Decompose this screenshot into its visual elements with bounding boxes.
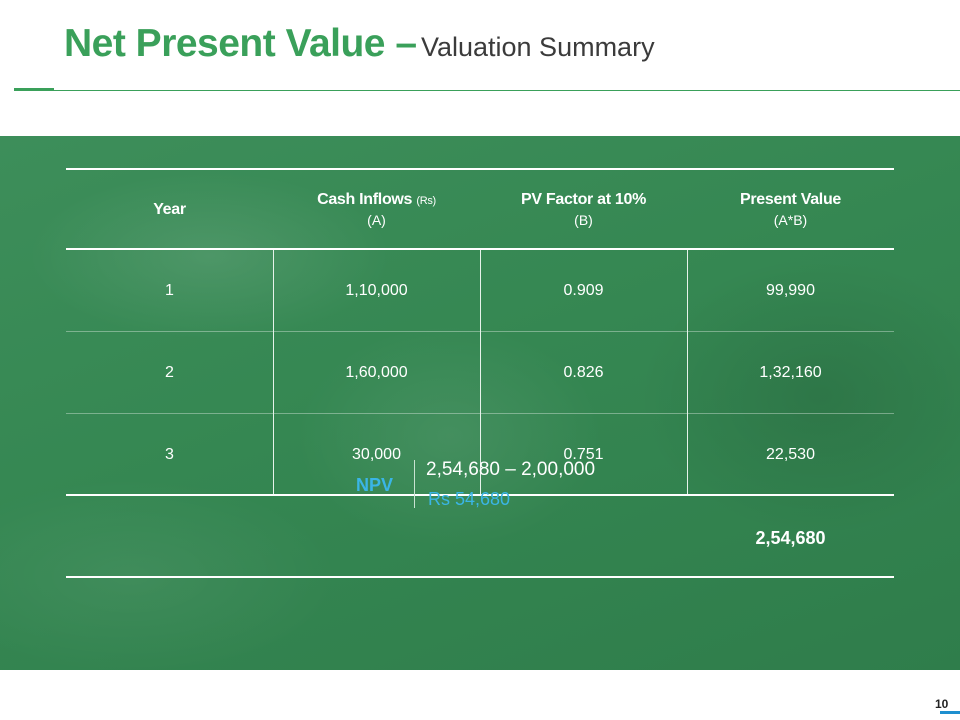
header-bottom-rule <box>66 248 894 250</box>
cell-pv-factor: 0.751 <box>563 446 604 463</box>
header-label: Cash Inflows <box>317 191 413 208</box>
total-bottom-rule <box>66 576 894 578</box>
header-label: Present Value <box>739 191 842 208</box>
content-panel: Year Cash Inflows (Rs) (A) PV Factor at … <box>0 136 960 670</box>
header-sublabel: (B) <box>574 212 593 228</box>
slide-title: Net Present Value – Valuation Summary <box>64 22 655 66</box>
cell-cash-inflow: 1,10,000 <box>345 282 408 299</box>
title-accent-bar <box>14 88 54 91</box>
header-present-value: Present Value (A*B) <box>687 191 894 228</box>
cell-year: 1 <box>165 282 174 299</box>
header-sublabel: (A) <box>367 212 386 228</box>
cell-present-value: 99,990 <box>766 282 815 299</box>
header-pv-factor: PV Factor at 10% (B) <box>480 191 687 228</box>
page-number-underline <box>940 711 960 714</box>
header-unit: (Rs) <box>416 195 436 207</box>
header-label: Year <box>153 201 186 218</box>
header-cash-inflows: Cash Inflows (Rs) (A) <box>273 191 480 228</box>
cell-cash-inflow: 1,60,000 <box>345 364 408 381</box>
cell-present-value: 22,530 <box>766 446 815 463</box>
cell-year: 2 <box>165 364 174 381</box>
npv-label: NPV <box>356 475 394 495</box>
body-bottom-rule <box>66 494 894 496</box>
table-top-rule <box>66 168 894 170</box>
total-present-value: 2,54,680 <box>755 528 826 548</box>
column-divider <box>480 250 481 494</box>
cell-cash-inflow: 30,000 <box>352 446 401 463</box>
title-subtitle: Valuation Summary <box>420 32 655 62</box>
header-year: Year <box>66 201 273 219</box>
header-sublabel: (A*B) <box>773 212 808 228</box>
column-divider <box>687 250 688 494</box>
cell-pv-factor: 0.909 <box>563 282 604 299</box>
header-label-row: Cash Inflows (Rs) <box>273 191 480 209</box>
header-label: PV Factor at 10% <box>520 191 647 208</box>
npv-formula: 2,54,680 – 2,00,000 <box>426 459 596 480</box>
npv-result: Rs 54,680 <box>428 489 511 509</box>
npv-divider <box>414 460 415 508</box>
cell-present-value: 1,32,160 <box>759 364 822 381</box>
title-main: Net Present Value – <box>64 22 417 65</box>
page-number: 10 <box>935 697 949 711</box>
column-divider <box>273 250 274 494</box>
cell-pv-factor: 0.826 <box>563 364 604 381</box>
cell-year: 3 <box>165 446 174 463</box>
title-rule <box>54 90 960 91</box>
